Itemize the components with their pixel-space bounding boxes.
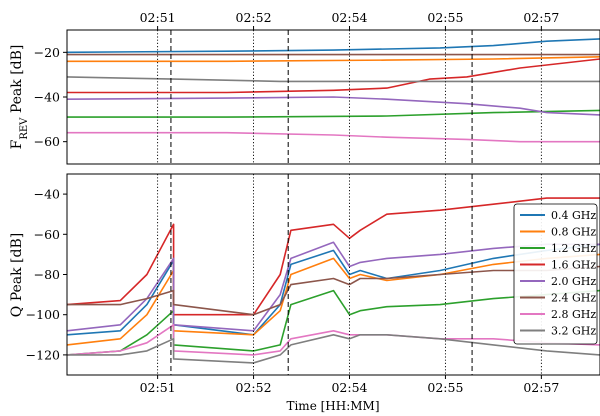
top-y-tick-label-1: −20	[34, 45, 60, 60]
top-panel: −20 −40 −60 02:51 02:52 02:54 02:55 02:57 FREV…	[9, 10, 600, 165]
bottom-x-tick-label-3: 02:54	[331, 380, 367, 395]
bottom-y-tick-label-4: −100	[26, 307, 60, 322]
top-series-line-7	[67, 131, 600, 143]
legend-label-4: 1.6 GHz	[551, 259, 596, 272]
top-series-group	[66, 38, 600, 143]
legend-label-3: 1.2 GHz	[551, 242, 596, 255]
top-series-line-1	[66, 38, 600, 54]
top-y-tick-label-2: −40	[34, 90, 60, 105]
top-series-line-4	[67, 58, 600, 94]
bottom-series-line-7	[66, 323, 600, 356]
legend-label-5: 2.0 GHz	[551, 275, 596, 288]
bottom-series-line-2	[66, 253, 600, 346]
legend: 0.4 GHz 0.8 GHz 1.2 GHz 1.6 GHz 2.0 GHz 2.4 G…	[513, 203, 598, 345]
bottom-series-line-6	[67, 265, 600, 316]
bottom-y-tick-label-3: −80	[34, 267, 60, 282]
top-x-tick-label-4: 02:55	[427, 10, 463, 25]
top-series-line-3	[67, 109, 600, 118]
x-axis-label: Time [HH:MM]	[286, 399, 379, 413]
legend-label-8: 3.2 GHz	[551, 325, 596, 338]
top-x-tick-label-5: 02:57	[523, 10, 559, 25]
top-x-tick-label-2: 02:52	[236, 10, 272, 25]
bottom-x-tick-label-5: 02:57	[523, 380, 559, 395]
top-y-tick-label-3: −60	[34, 134, 60, 149]
top-series-line-8	[66, 76, 600, 83]
top-series-line-2	[67, 56, 600, 63]
top-x-tick-label-1: 02:51	[140, 10, 176, 25]
bottom-series-line-8	[67, 333, 600, 364]
bottom-series-line-3	[66, 289, 600, 356]
legend-label-7: 2.8 GHz	[551, 308, 596, 321]
legend-label-1: 0.4 GHz	[551, 209, 596, 222]
bottom-series-line-5	[66, 241, 600, 332]
top-x-tick-label-3: 02:54	[331, 10, 367, 25]
top-series-line-5	[66, 96, 600, 116]
bottom-series-line-4	[66, 197, 600, 316]
bottom-vertical-lines	[157, 174, 542, 375]
bottom-panel: −40−60−80−100−120 02:51 02:52 02:54 02:55 02…	[9, 173, 600, 413]
legend-box	[513, 203, 598, 345]
bottom-series-group	[66, 197, 600, 364]
bottom-y-ticks: −40 −60 −80 −100 −120	[26, 187, 67, 362]
bottom-x-tick-label-2: 02:52	[236, 380, 272, 395]
bottom-series-line-1	[66, 243, 600, 336]
top-x-ticks: 02:51 02:52 02:54 02:55 02:57	[140, 10, 559, 30]
bottom-y-tick-label-2: −60	[34, 227, 60, 242]
legend-label-2: 0.8 GHz	[551, 226, 596, 239]
bottom-x-tick-label-4: 02:55	[427, 380, 463, 395]
bottom-y-tick-label-1: −40	[34, 187, 60, 202]
bottom-y-axis-label: Q Peak [dB]	[9, 233, 25, 317]
bottom-x-ticks: 02:51 02:52 02:54 02:55 02:57	[140, 375, 559, 395]
top-y-axis-label: FREV Peak [dB]	[9, 45, 30, 150]
top-y-ticks: −20 −40 −60	[34, 45, 67, 149]
bottom-y-tick-label-5: −120	[26, 347, 60, 362]
bottom-x-tick-label-1: 02:51	[140, 380, 176, 395]
top-vertical-lines	[157, 30, 542, 164]
legend-label-6: 2.4 GHz	[551, 292, 596, 305]
